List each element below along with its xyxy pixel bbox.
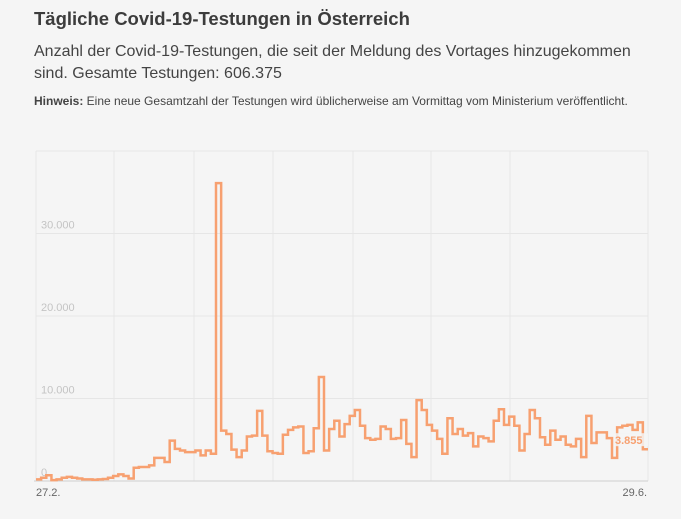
chart-subtitle: Anzahl der Covid-19-Testungen, die seit … (34, 43, 631, 82)
y-tick-label: 0 (41, 467, 47, 479)
chart-title: Tägliche Covid-19-Testungen in Österreic… (34, 8, 410, 29)
daily-tests-series-line (36, 181, 648, 482)
y-tick-label: 10.000 (41, 385, 75, 397)
y-tick-label: 20.000 (41, 302, 75, 314)
y-tick-label: 30.000 (41, 220, 75, 232)
x-end-label: 29.6. (623, 487, 647, 499)
last-value-label: 3.855 (615, 435, 643, 447)
x-start-label: 27.2. (36, 487, 60, 499)
chart-note: Hinweis: Eine neue Gesamtzahl der Testun… (34, 94, 654, 109)
last-value-label-bg (614, 433, 648, 447)
note-label: Hinweis: (34, 94, 84, 108)
note-text: Eine neue Gesamtzahl der Testungen wird … (83, 94, 628, 108)
